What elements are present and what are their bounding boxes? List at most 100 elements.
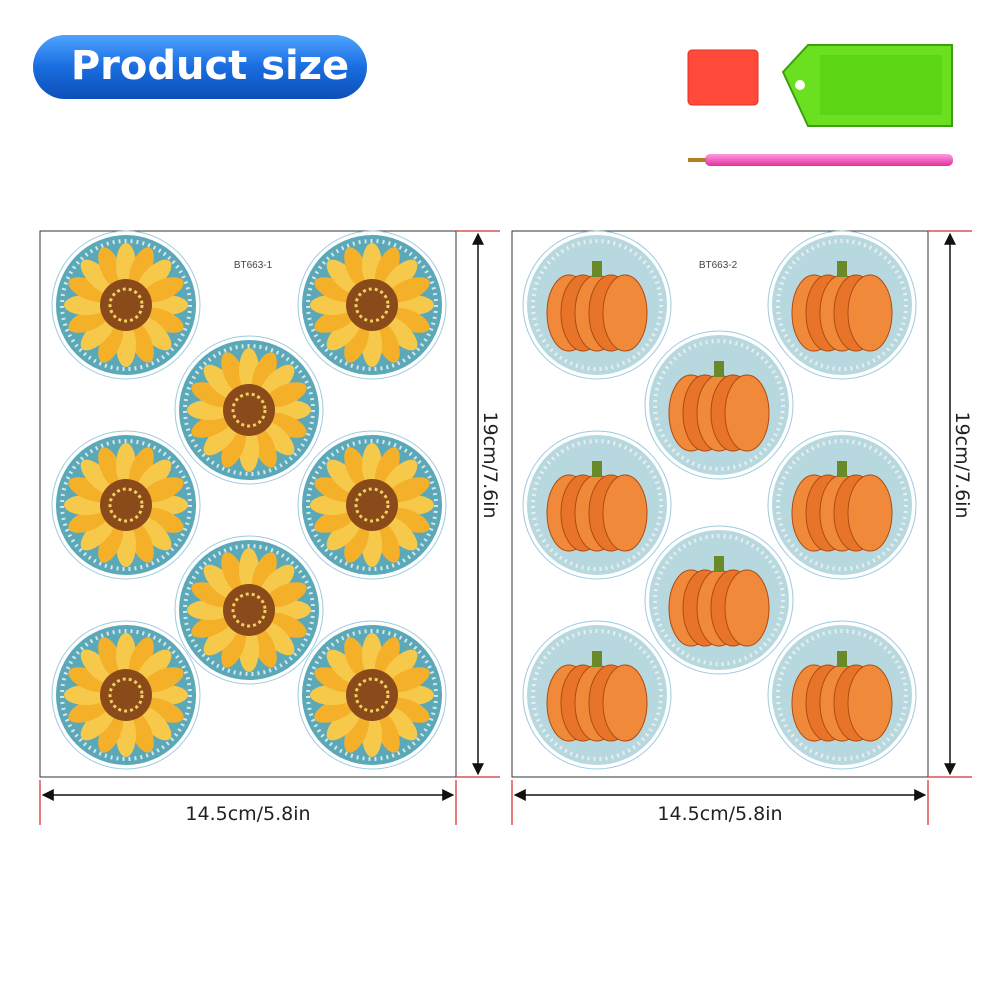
bead-ring [531,239,663,371]
petal [314,277,356,303]
petal [260,364,295,399]
sheet-code: BT663-2 [699,260,738,271]
flower-ring [231,392,267,428]
flower-center [346,479,398,531]
width-label: 14.5cm/5.8in [657,803,782,825]
petal [80,259,115,294]
pumpkin-lobe [847,664,893,742]
sunflower-coaster [51,230,201,380]
petal [98,247,124,289]
petal [265,412,307,438]
bead-ring [60,439,192,571]
petal [80,316,115,351]
tools [687,44,953,166]
flower-center [223,584,275,636]
petal [68,277,110,303]
petal [203,364,238,399]
petal [68,667,110,693]
petal [344,247,370,289]
petal [374,521,400,563]
pen-tip [688,158,706,162]
pumpkin-lobe [724,569,770,647]
pumpkin-coaster [644,525,794,675]
bead-ring [306,239,438,371]
bead-ring [653,339,785,471]
petal [265,582,307,608]
petal [221,552,247,594]
sheets: BT663-1 BT663-2 [39,230,929,778]
petal [374,247,400,289]
petal [203,421,238,456]
pumpkin-stem [714,361,724,377]
bead-ring [183,544,315,676]
pumpkin-lobe [847,474,893,552]
petal [142,477,184,503]
bead-ring [531,439,663,571]
pumpkin-stem [592,261,602,277]
pumpkin-coaster [522,430,672,580]
pumpkin-lobe [602,274,648,352]
bead-ring [776,439,908,571]
petal [80,649,115,684]
pen [705,154,953,166]
height-label: 19cm/7.6in [951,411,973,518]
petal [137,516,172,551]
petal [137,316,172,351]
flower-center [346,669,398,721]
banner-pill [33,35,367,99]
flower-center [346,279,398,331]
wax-pad [687,49,759,106]
petal [128,637,154,679]
petal [344,321,370,363]
petal [80,706,115,741]
petal [383,259,418,294]
pumpkin-coaster [522,620,672,770]
petal [68,697,110,723]
petal [98,637,124,679]
petal [314,477,356,503]
sunflower-coaster [297,620,447,770]
petal [388,667,430,693]
pumpkin-stem [592,651,602,667]
flower-ring [354,287,390,323]
bead-ring [183,344,315,476]
petal [191,612,233,638]
petal [260,421,295,456]
sunflower-coaster [174,535,324,685]
petal [142,307,184,333]
title-banner: Product size [33,35,367,99]
pumpkin-lobe [602,474,648,552]
flower-center [223,384,275,436]
petal [344,637,370,679]
tray-hole [795,80,805,90]
bead-ring [306,629,438,761]
petal [251,352,277,394]
petal [374,711,400,753]
petal [98,521,124,563]
petal [80,459,115,494]
petal [374,447,400,489]
petal [251,426,277,468]
petal [142,667,184,693]
petal [388,307,430,333]
pumpkin-coaster [644,330,794,480]
petal [388,507,430,533]
petal [68,507,110,533]
petal [388,477,430,503]
petal [137,706,172,741]
dimensions: 19cm/7.6in 19cm/7.6in 14.5cm/5.8in 14.5c… [39,230,973,825]
banner-title: Product size [71,43,349,89]
petal [80,516,115,551]
height-label: 19cm/7.6in [479,411,501,518]
petal [203,621,238,656]
pumpkin-stem [714,556,724,572]
petal [374,637,400,679]
petal [137,459,172,494]
petal [344,447,370,489]
petal [388,697,430,723]
pumpkin-coaster [767,620,917,770]
petal [142,697,184,723]
petal [265,382,307,408]
petal [326,259,361,294]
petal [265,612,307,638]
